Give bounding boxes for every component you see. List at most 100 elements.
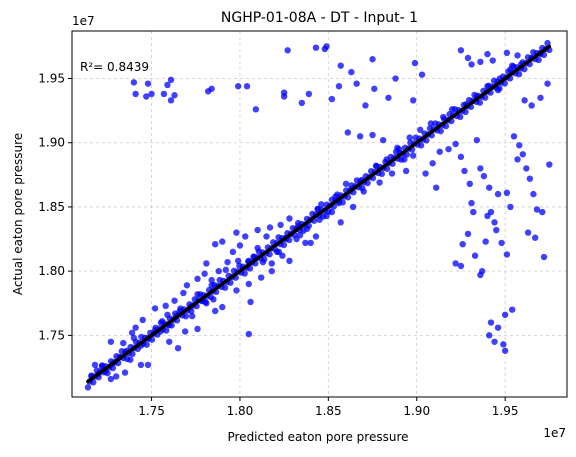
data-point <box>215 267 222 275</box>
data-point <box>409 152 417 159</box>
data-point <box>369 131 376 139</box>
chart-title: NGHP-01-08A - DT - Input- 1 <box>221 10 418 26</box>
data-point <box>189 312 196 320</box>
data-point <box>484 50 491 58</box>
data-point <box>510 133 518 140</box>
data-point <box>503 189 511 197</box>
data-point <box>486 332 493 339</box>
data-point <box>266 224 274 231</box>
data-point <box>376 179 383 186</box>
data-point <box>318 201 325 208</box>
y-tick-label: 1.85 <box>38 200 65 214</box>
data-point <box>494 324 502 331</box>
data-point <box>378 170 386 178</box>
data-point <box>194 291 201 298</box>
data-point <box>302 239 309 247</box>
data-point <box>436 148 443 155</box>
data-point <box>120 339 127 347</box>
data-point <box>84 384 92 391</box>
data-point <box>286 257 293 265</box>
y-tick-label: 1.80 <box>38 264 65 278</box>
data-point <box>537 94 544 101</box>
data-point <box>252 106 260 113</box>
data-point <box>144 361 152 369</box>
data-point <box>328 95 336 103</box>
ticks-layer: 1.75 1.80 1.85 1.90 1.95 1.75 1.80 1.85 1.90 1.95 <box>38 72 518 418</box>
data-point <box>234 257 242 265</box>
data-point <box>316 216 323 223</box>
data-point <box>245 330 252 338</box>
data-point <box>335 83 343 90</box>
data-point <box>312 233 320 240</box>
data-point <box>305 90 313 98</box>
data-point <box>162 302 169 310</box>
data-point <box>236 242 244 249</box>
data-point <box>219 303 226 311</box>
data-point <box>491 338 498 345</box>
data-point <box>337 219 344 226</box>
data-point <box>457 153 465 161</box>
data-point <box>312 44 320 51</box>
data-point <box>409 97 417 104</box>
data-point <box>432 184 440 191</box>
data-point <box>279 252 286 259</box>
data-point <box>277 221 284 229</box>
data-point <box>233 229 240 236</box>
data-point <box>332 193 339 200</box>
data-point <box>344 129 351 136</box>
r-squared-annotation: R²= 0.8439 <box>80 60 149 74</box>
data-point <box>484 212 491 220</box>
data-point <box>224 258 231 266</box>
data-point <box>257 274 265 281</box>
data-point <box>148 90 155 98</box>
data-point <box>508 306 516 313</box>
data-point <box>254 244 261 252</box>
data-point <box>521 97 528 104</box>
data-point <box>268 260 275 267</box>
data-point <box>489 57 496 64</box>
data-point <box>91 361 99 369</box>
data-point <box>181 328 189 335</box>
data-point <box>468 61 475 68</box>
data-point <box>486 184 493 191</box>
data-point <box>494 86 502 94</box>
data-point <box>470 208 477 216</box>
data-point <box>273 248 281 256</box>
data-point <box>349 203 357 211</box>
data-point <box>171 92 178 99</box>
data-point <box>540 253 548 261</box>
data-point <box>401 156 408 163</box>
data-point <box>372 162 380 170</box>
data-point <box>286 215 293 222</box>
data-point <box>477 271 484 279</box>
data-point <box>524 229 532 236</box>
data-point <box>422 170 429 177</box>
data-point <box>166 338 173 345</box>
data-point <box>243 83 251 90</box>
data-point <box>464 54 472 62</box>
data-point <box>385 94 392 101</box>
data-point <box>429 160 436 167</box>
data-point <box>208 276 215 284</box>
data-point <box>247 298 254 306</box>
data-point <box>466 180 473 188</box>
data-point <box>163 327 170 334</box>
data-point <box>219 238 226 245</box>
data-point <box>477 165 484 172</box>
data-point <box>459 240 466 248</box>
data-point <box>530 190 537 198</box>
data-point <box>303 225 311 232</box>
data-point <box>533 206 541 213</box>
data-point <box>417 126 424 134</box>
data-point <box>259 258 267 266</box>
data-point <box>531 234 539 241</box>
x-tick-label: 1.90 <box>403 404 430 418</box>
data-point <box>491 219 498 226</box>
data-point <box>182 312 190 320</box>
data-point <box>500 341 507 348</box>
data-point <box>171 297 178 304</box>
data-point <box>314 206 321 213</box>
data-point <box>293 235 300 243</box>
fit-line <box>86 44 552 384</box>
